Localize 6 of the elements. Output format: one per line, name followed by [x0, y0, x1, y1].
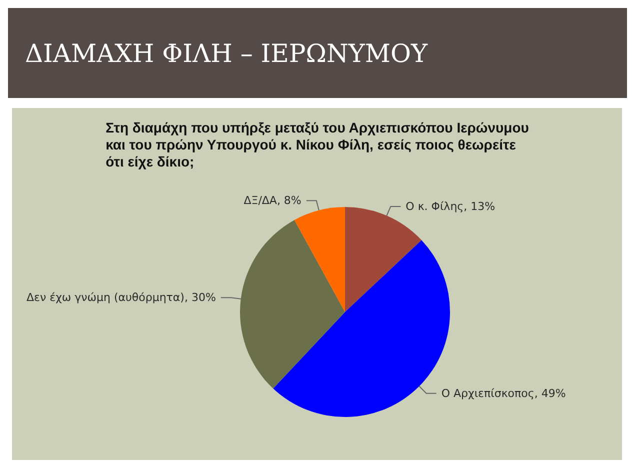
slice-label: Ο κ. Φίλης, 13%	[406, 200, 496, 213]
slice-label: ΔΞ/ΔΑ, 8%	[244, 194, 302, 208]
chart-title: ΔΙΑΜΑΧΗ ΦΙΛΗ – ΙΕΡΩΝΥΜΟΥ	[25, 39, 428, 68]
slice-label: Δεν έχω γνώμη (αυθόρμητα), 30%	[26, 291, 216, 304]
chart-subtitle: Στη διαμάχη που υπήρξε μεταξύ του Αρχιεπισκόπου Ιερώνυμου και του πρώην Υπουργού κ. Νίκου Φίλη, εσείς ποιος θεωρείτε ότι είχε δίκιο;	[106, 120, 529, 170]
slice-label: Ο Αρχιεπίσκοπος, 49%	[441, 386, 566, 400]
